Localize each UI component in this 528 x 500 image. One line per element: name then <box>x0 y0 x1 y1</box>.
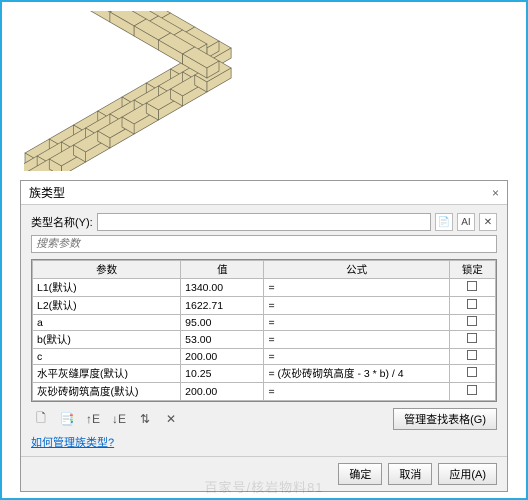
new-param-icon[interactable]: 🗋 <box>31 409 51 429</box>
cancel-button[interactable]: 取消 <box>388 463 432 485</box>
header-formula: 公式 <box>264 261 449 279</box>
close-icon[interactable]: × <box>492 186 499 200</box>
lock-checkbox[interactable] <box>467 385 477 395</box>
ok-button[interactable]: 确定 <box>338 463 382 485</box>
new-type-icon[interactable]: 📄 <box>435 213 453 231</box>
table-row[interactable]: 水平灰缝厚度(默认)10.25= (灰砂砖砌筑高度 - 3 * b) / 4 <box>33 365 496 383</box>
parameters-table: 参数 值 公式 锁定 L1(默认)1340.00=L2(默认)1622.71=a… <box>31 259 497 402</box>
dialog-title: 族类型 <box>29 184 65 201</box>
lock-checkbox[interactable] <box>467 281 477 291</box>
table-row[interactable]: b(默认)53.00= <box>33 331 496 349</box>
help-link[interactable]: 如何管理族类型? <box>31 437 114 449</box>
table-row[interactable]: L1(默认)1340.00= <box>33 279 496 297</box>
header-param: 参数 <box>33 261 181 279</box>
table-row[interactable]: L2(默认)1622.71= <box>33 297 496 315</box>
table-row[interactable]: 竖向灰缝厚度10.00= <box>33 401 496 403</box>
edit-param-icon[interactable]: 📑 <box>57 409 77 429</box>
lock-checkbox[interactable] <box>467 350 477 360</box>
manage-lookup-button[interactable]: 管理查找表格(G) <box>393 408 497 430</box>
watermark: 百家号/核岩物料81 <box>204 477 323 496</box>
lock-checkbox[interactable] <box>467 316 477 326</box>
dialog-titlebar: 族类型 × <box>21 181 507 205</box>
wall-3d-view <box>2 2 526 180</box>
param-toolbar: 🗋 📑 ↑E ↓E ⇅ ✕ <box>31 409 181 429</box>
delete-type-icon[interactable]: ✕ <box>479 213 497 231</box>
sort-asc-icon[interactable]: ⇅ <box>135 409 155 429</box>
header-value: 值 <box>181 261 264 279</box>
sort-down-icon[interactable]: ↓E <box>109 409 129 429</box>
table-row[interactable]: c200.00= <box>33 349 496 365</box>
lock-checkbox[interactable] <box>467 333 477 343</box>
type-name-label: 类型名称(Y): <box>31 214 93 230</box>
delete-param-icon[interactable]: ✕ <box>161 409 181 429</box>
lock-checkbox[interactable] <box>467 299 477 309</box>
family-types-dialog: 族类型 × 类型名称(Y): 📄 AI ✕ 参数 值 <box>20 180 508 492</box>
table-row[interactable]: a95.00= <box>33 315 496 331</box>
type-name-combo[interactable] <box>97 213 431 231</box>
brick-wall-svg <box>24 11 504 171</box>
header-lock: 锁定 <box>449 261 495 279</box>
lock-checkbox[interactable] <box>467 367 477 377</box>
sort-up-icon[interactable]: ↑E <box>83 409 103 429</box>
apply-button[interactable]: 应用(A) <box>438 463 497 485</box>
rename-type-icon[interactable]: AI <box>457 213 475 231</box>
search-input[interactable] <box>31 235 497 253</box>
table-row[interactable]: 灰砂砖砌筑高度(默认)200.00= <box>33 383 496 401</box>
